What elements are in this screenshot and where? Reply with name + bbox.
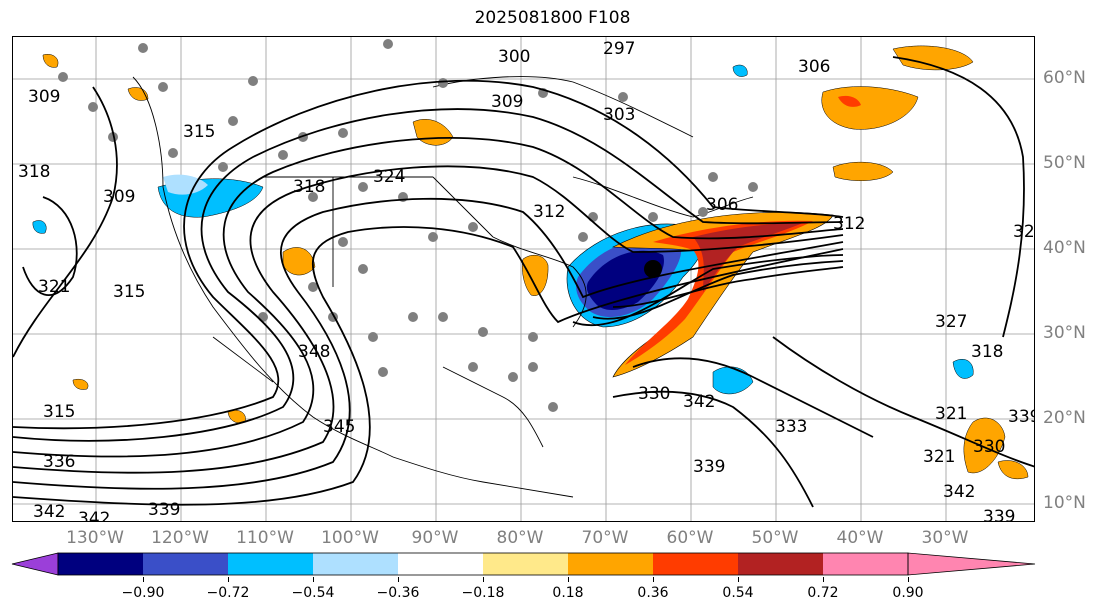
colorbar-extend-max (907, 552, 1036, 576)
colorbar-tick (398, 577, 399, 582)
contour-label: 309 (491, 92, 523, 112)
contour-label: 339 (693, 457, 725, 477)
colorbar-segment (483, 553, 568, 575)
longitude-label: 100°W (321, 528, 379, 548)
colorbar-segment (313, 553, 398, 575)
contour-label: 297 (603, 39, 635, 59)
colorbar-tick-label: −0.54 (291, 585, 335, 601)
colorbar-tick (568, 577, 569, 582)
colorbar-segment (228, 553, 313, 575)
low-center-marker (644, 260, 662, 278)
contour-label: 339 (148, 500, 180, 520)
colorbar-tick (908, 577, 909, 582)
colorbar (11, 552, 1036, 576)
contour-label: 345 (323, 417, 355, 437)
contour-label: 342 (943, 482, 975, 502)
contour-label: 321 (1013, 222, 1035, 242)
colorbar-tick (143, 577, 144, 582)
colorbar-tick-label: −0.36 (376, 585, 420, 601)
contour-label: 315 (183, 122, 215, 142)
longitude-label: 40°W (836, 528, 884, 548)
contour-label: 321 (923, 447, 955, 467)
contour-label: 336 (43, 452, 75, 472)
colorbar-segment (143, 553, 228, 575)
longitude-label: 80°W (496, 528, 544, 548)
colorbar-tick-label: 0.90 (892, 585, 924, 601)
colorbar-segment (823, 553, 908, 575)
longitude-label: 90°W (411, 528, 459, 548)
contour-label: 348 (298, 342, 330, 362)
contour-label: 330 (638, 384, 670, 404)
colorbar-segment (568, 553, 653, 575)
contour-label: 306 (798, 57, 830, 77)
contour-label: 324 (373, 167, 405, 187)
colorbar-tick (823, 577, 824, 582)
contour-label: 327 (935, 312, 967, 332)
contour-label: 318 (293, 177, 325, 197)
longitude-label: 130°W (66, 528, 124, 548)
contour-label: 303 (603, 105, 635, 125)
longitude-label: 30°W (921, 528, 969, 548)
contour-label: 339 (1008, 407, 1035, 427)
contour-label: 312 (833, 214, 865, 234)
contour-label: 318 (18, 162, 50, 182)
latitude-label: 20°N (1043, 408, 1086, 428)
colorbar-tick (228, 577, 229, 582)
contour-label: 306 (706, 195, 738, 215)
contour-label: 339 (983, 507, 1015, 522)
contour-label: 342 (33, 502, 65, 522)
contour-label-layer: 297 300 303 306 306 309 309 309 312 312 … (18, 39, 1035, 522)
map-panel: 297 300 303 306 306 309 309 309 312 312 … (12, 36, 1035, 522)
longitude-label: 60°W (666, 528, 714, 548)
latitude-label: 60°N (1043, 68, 1086, 88)
colorbar-segment (58, 553, 143, 575)
contour-label: 312 (533, 202, 565, 222)
latitude-label: 10°N (1043, 493, 1086, 513)
colorbar-tick (483, 577, 484, 582)
colorbar-tick (738, 577, 739, 582)
colorbar-tick (653, 577, 654, 582)
contour-label: 321 (38, 277, 70, 297)
map-canvas: 297 300 303 306 306 309 309 309 312 312 … (13, 37, 1035, 522)
longitude-label: 70°W (581, 528, 629, 548)
contour-label: 315 (113, 282, 145, 302)
colorbar-extend-min (11, 552, 59, 576)
colorbar-tick-label: 0.36 (637, 585, 669, 601)
contour-label: 333 (775, 417, 807, 437)
latitude-label: 40°N (1043, 238, 1086, 258)
colorbar-segment (738, 553, 823, 575)
colorbar-tick-label: 0.54 (722, 585, 754, 601)
colorbar-tick-label: −0.72 (206, 585, 250, 601)
contour-label: 342 (683, 392, 715, 412)
colorbar-tick-label: −0.18 (461, 585, 505, 601)
contour-label: 309 (103, 187, 135, 207)
colorbar-tick-label: 0.18 (552, 585, 584, 601)
longitude-label: 120°W (151, 528, 209, 548)
longitude-label: 50°W (751, 528, 799, 548)
colorbar-tick-label: −0.90 (121, 585, 165, 601)
contour-label: 330 (973, 437, 1005, 457)
contour-label: 315 (43, 402, 75, 422)
colorbar-tick (313, 577, 314, 582)
colorbar-segment (653, 553, 738, 575)
contour-label: 342 (78, 509, 110, 522)
gray-markers (58, 39, 758, 412)
contour-label: 309 (28, 87, 60, 107)
latitude-label: 30°N (1043, 323, 1086, 343)
colorbar-tick-label: 0.72 (807, 585, 839, 601)
colorbar-segment (398, 553, 483, 575)
contour-label: 321 (935, 404, 967, 424)
contour-label: 318 (971, 342, 1003, 362)
longitude-label: 110°W (236, 528, 294, 548)
contour-label: 300 (498, 47, 530, 67)
latitude-label: 50°N (1043, 153, 1086, 173)
map-title: 2025081800 F108 (474, 8, 631, 28)
height-contours (13, 56, 1034, 508)
shading (32, 45, 1029, 480)
